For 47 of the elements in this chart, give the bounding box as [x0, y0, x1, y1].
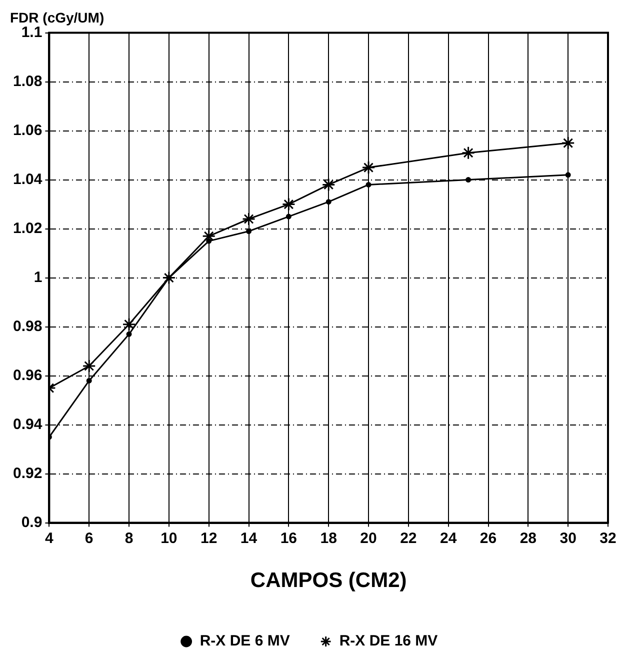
point — [366, 182, 372, 188]
x-tick-label: 10 — [160, 530, 178, 547]
point — [286, 214, 292, 220]
point — [326, 199, 332, 205]
x-tick-label: 32 — [600, 530, 616, 547]
y-axis-title: FDR (cGy/UM) — [10, 9, 104, 26]
y-tick-label: 1.06 — [12, 122, 42, 139]
x-tick-label: 20 — [360, 530, 377, 547]
y-tick-label: 0.9 — [21, 514, 42, 531]
x-tick-label: 16 — [280, 530, 298, 547]
x-tick-label: 6 — [84, 530, 94, 547]
point — [561, 136, 575, 150]
point — [322, 178, 336, 192]
x-tick-label: 8 — [124, 530, 134, 547]
x-tick-label: 14 — [240, 530, 258, 547]
point — [462, 146, 476, 160]
x-tick-label: 4 — [45, 530, 54, 547]
y-tick-label: 1.04 — [12, 170, 43, 188]
y-tick-label: 0.94 — [12, 416, 43, 433]
y-tick-label: 1 — [34, 268, 42, 286]
x-tick-label: 24 — [440, 530, 458, 547]
x-tick-label: 26 — [480, 530, 497, 547]
point — [86, 378, 92, 384]
y-tick-label: 0.98 — [12, 318, 42, 335]
y-tick-label: 1.08 — [12, 72, 42, 90]
y-tick-label: 0.96 — [12, 366, 42, 384]
x-tick-label: 22 — [400, 530, 417, 547]
point — [82, 359, 96, 373]
point — [282, 198, 296, 212]
point — [466, 177, 472, 183]
x-tick-label: 30 — [560, 530, 576, 547]
x-tick-label: 12 — [200, 530, 218, 547]
x-tick-label: 18 — [320, 530, 337, 547]
x-tick-label: 28 — [520, 530, 537, 547]
point — [202, 229, 216, 243]
point — [565, 172, 571, 178]
point — [206, 238, 212, 244]
point — [242, 212, 256, 226]
legend-label: R-X DE 16 MV — [339, 632, 438, 650]
point — [362, 160, 376, 174]
y-tick-label: 0.92 — [12, 464, 42, 482]
point — [122, 318, 136, 332]
y-tick-label: 1.02 — [12, 220, 42, 237]
x-axis-title: CAMPOS (CM2) — [250, 569, 407, 592]
point — [126, 331, 132, 337]
y-tick-label: 1.1 — [21, 24, 42, 41]
legend-label: R-X DE 6 MV — [200, 632, 290, 650]
